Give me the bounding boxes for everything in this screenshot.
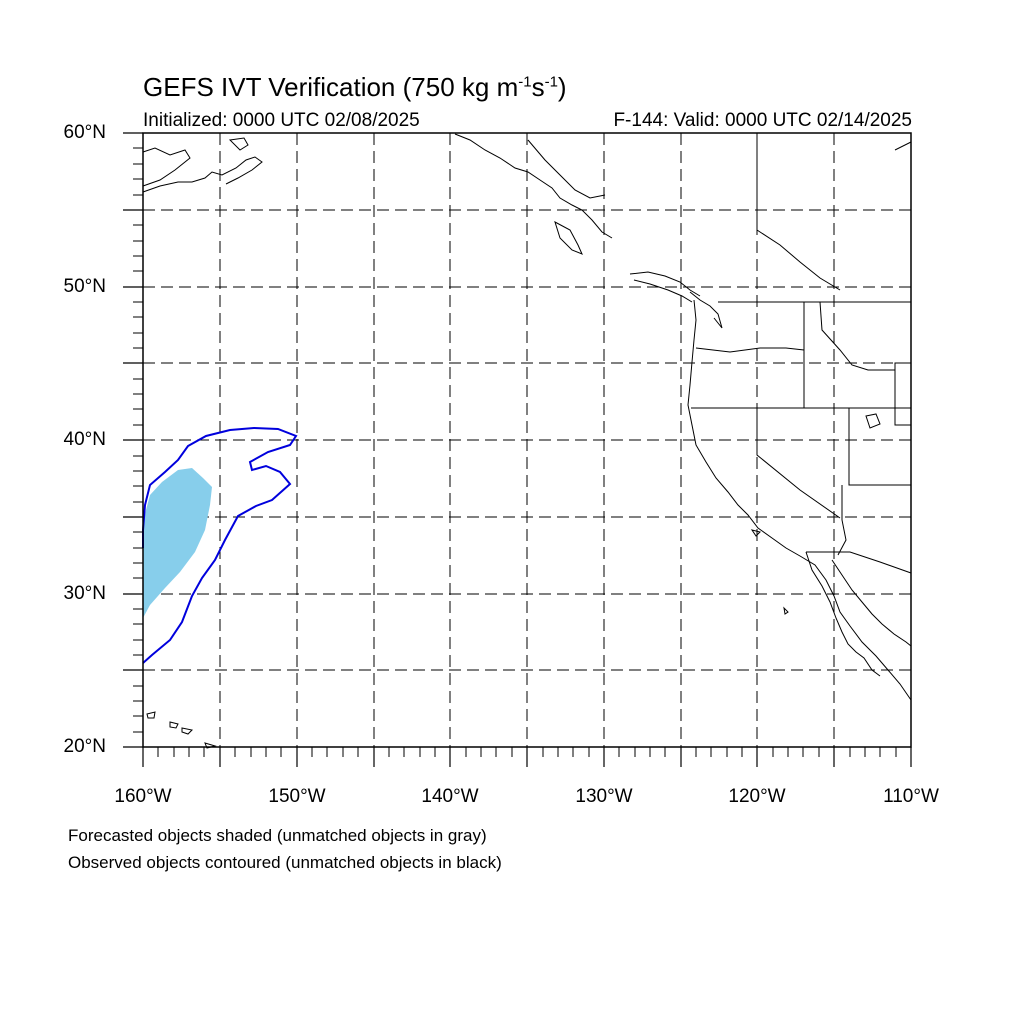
lon-label-130w: 130°W: [575, 786, 633, 807]
lat-label-30n: 30°N: [63, 583, 106, 604]
lon-label-160w: 160°W: [114, 786, 172, 807]
valid-time-label: F-144: Valid: 0000 UTC 02/14/2025: [613, 110, 912, 131]
lat-label-40n: 40°N: [63, 429, 106, 450]
lon-label-110w: 110°W: [883, 786, 939, 807]
tick-marks: [123, 132, 912, 767]
observed-legend-note: Observed objects contoured (unmatched ob…: [68, 853, 502, 872]
lat-label-20n: 20°N: [63, 736, 106, 757]
forecast-legend-note: Forecasted objects shaded (unmatched obj…: [68, 826, 487, 845]
lon-label-140w: 140°W: [421, 786, 479, 807]
lon-label-120w: 120°W: [728, 786, 786, 807]
init-time-label: Initialized: 0000 UTC 02/08/2025: [143, 110, 420, 131]
map-title: GEFS IVT Verification (750 kg m-1s-1): [143, 72, 567, 102]
minor-ticks: [133, 147, 897, 757]
forecast-object-shading: [143, 468, 212, 618]
lat-label-60n: 60°N: [63, 122, 106, 143]
coastlines: [142, 133, 912, 749]
lat-label-50n: 50°N: [63, 276, 106, 297]
lon-label-150w: 150°W: [268, 786, 326, 807]
observed-object-contour: [142, 426, 298, 664]
graticule: [143, 133, 911, 747]
